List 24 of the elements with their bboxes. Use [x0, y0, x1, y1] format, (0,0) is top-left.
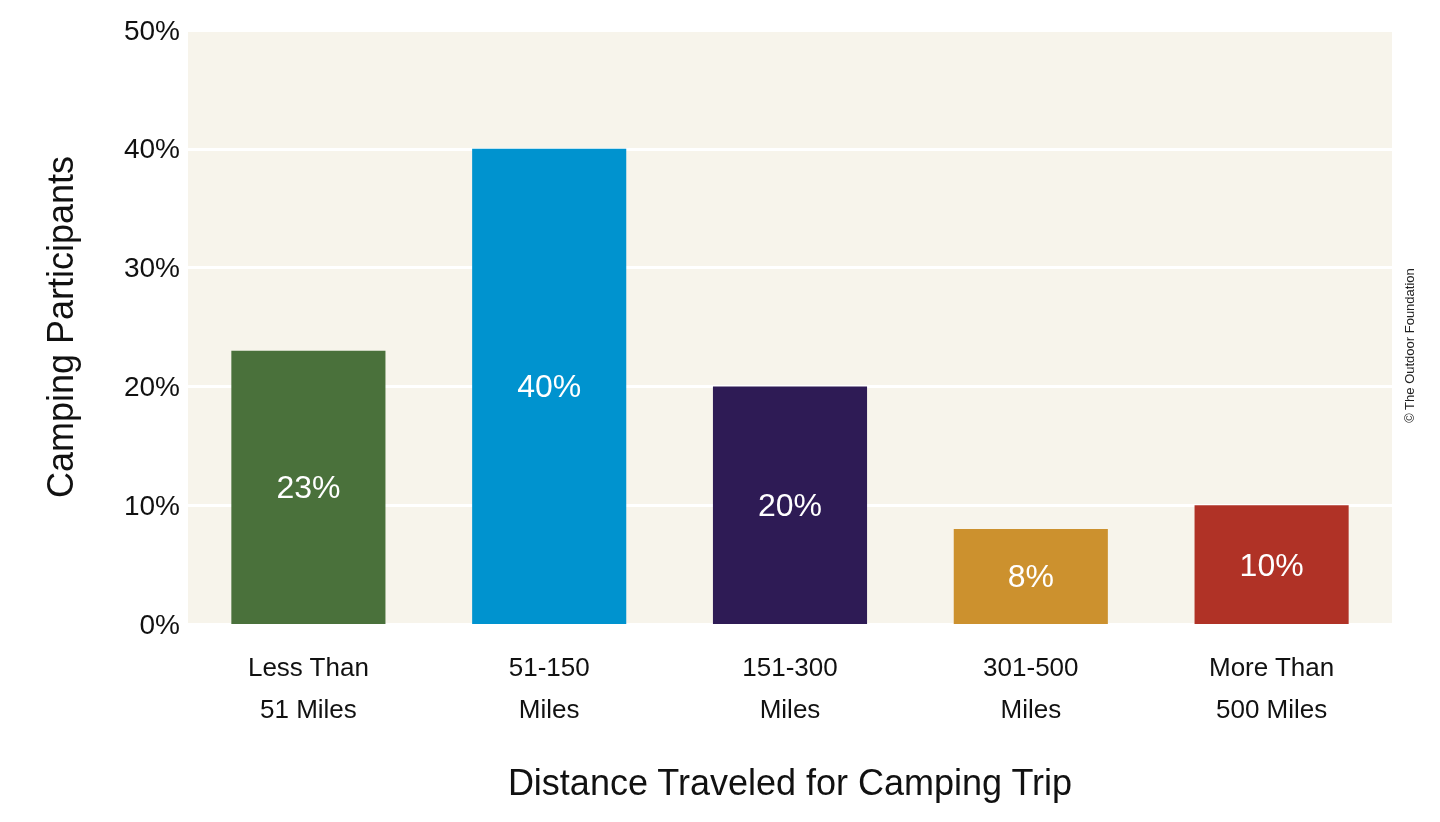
data-label: 10%: [1239, 546, 1304, 583]
x-tick-label: 51-150 Miles: [508, 652, 590, 724]
y-tick-label: 50%: [123, 14, 180, 46]
data-label: 40%: [517, 368, 582, 405]
x-axis-title: Distance Traveled for Camping Trip: [507, 761, 1073, 803]
x-tick-label: 301-500 Miles: [983, 652, 1079, 724]
y-tick-label: 20%: [123, 370, 180, 402]
y-tick-label: 10%: [123, 489, 180, 521]
bar: [953, 528, 1108, 624]
y-tick-label: 0%: [139, 608, 180, 640]
y-tick-label: 40%: [123, 133, 180, 165]
text: © The Outdoor Foundation: [1402, 268, 1417, 423]
data-label: 8%: [1007, 558, 1054, 595]
y-tick-label: 30%: [123, 252, 180, 284]
x-tick-label: Less Than 51 Miles: [247, 652, 369, 724]
x-tick-label: 151-300 Miles: [742, 652, 838, 724]
bar: [1194, 505, 1349, 624]
data-label: 23%: [276, 469, 341, 506]
data-label: 20%: [757, 487, 823, 524]
x-tick-label: More Than 500 Miles: [1208, 652, 1335, 724]
y-axis-title: Camping Participants: [39, 155, 81, 499]
bar: [712, 386, 868, 624]
bar: [231, 350, 386, 624]
bar: [472, 148, 627, 624]
